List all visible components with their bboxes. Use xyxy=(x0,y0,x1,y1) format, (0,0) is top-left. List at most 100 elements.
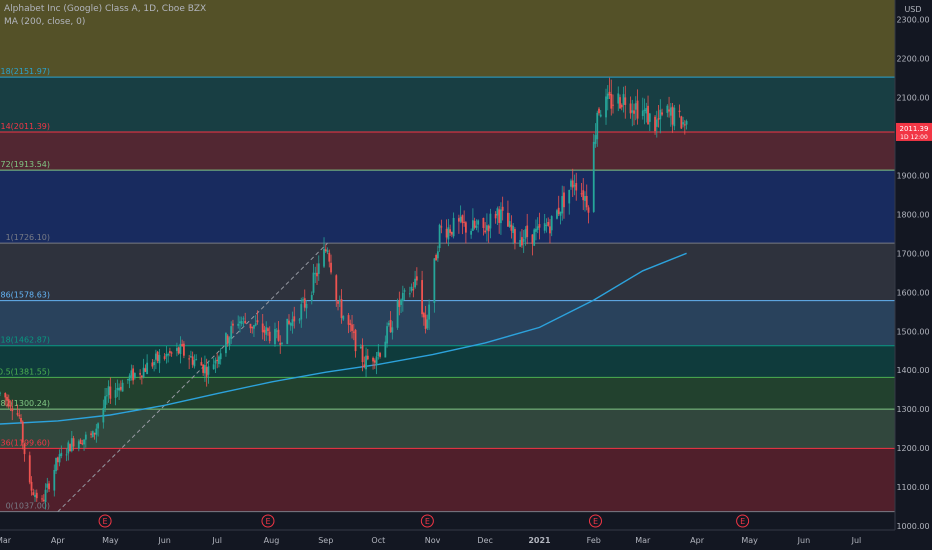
candle-body xyxy=(342,315,345,320)
price-axis[interactable]: USD 1000.00 1100.00 1200.00 1300.00 1400.00 15… xyxy=(894,0,932,550)
candle-body xyxy=(72,438,75,447)
candle-body xyxy=(219,353,222,360)
candle-body xyxy=(140,375,143,378)
candle-body xyxy=(379,353,381,357)
candle-body xyxy=(519,239,522,247)
candle-body xyxy=(256,320,259,323)
earnings-marker-3[interactable] xyxy=(588,514,602,528)
candle-body xyxy=(620,104,623,108)
candle-body xyxy=(216,359,219,362)
candle-body xyxy=(612,104,614,106)
earnings-marker-0[interactable] xyxy=(98,514,112,528)
candle-body xyxy=(436,251,439,259)
fib-level-label-4: 0.618(1462.87) xyxy=(0,336,50,345)
candle-body xyxy=(7,399,10,407)
candle-body xyxy=(95,428,98,435)
symbol-title-text: Alphabet Inc (Google) Class A, 1D, Cboe … xyxy=(4,4,207,14)
candle-body xyxy=(142,367,145,378)
candle-body xyxy=(685,121,688,125)
candle-body xyxy=(592,141,595,212)
candle-body xyxy=(421,280,424,315)
candle-body xyxy=(347,315,350,325)
candle-body xyxy=(510,224,513,231)
price-axis-bg xyxy=(895,0,932,550)
time-tick-4: Jul xyxy=(211,536,222,545)
candle-body xyxy=(163,356,166,359)
fib-zone-2 xyxy=(0,377,895,410)
candle-body xyxy=(228,337,231,346)
candle-body xyxy=(363,364,366,368)
symbol-title[interactable]: Alphabet Inc (Google) Class A, 1D, Cboe … xyxy=(4,4,206,14)
candle-body xyxy=(482,217,485,228)
earnings-marker-2[interactable] xyxy=(420,514,434,528)
candle-body xyxy=(531,234,534,244)
candle-body xyxy=(289,323,292,326)
candle-body xyxy=(559,211,562,216)
candle-body xyxy=(470,230,473,235)
candle-body xyxy=(500,209,502,224)
candle-body xyxy=(654,116,656,132)
candle-body xyxy=(599,114,602,117)
candle-body xyxy=(398,300,401,307)
candle-body xyxy=(190,356,192,358)
last-price-badge-price: 2011.39 xyxy=(900,125,929,133)
time-tick-0: Mar xyxy=(0,536,12,545)
earnings-marker-4[interactable] xyxy=(736,514,750,528)
indicator-legend[interactable]: MA (200, close, 0) xyxy=(4,17,85,27)
candle-body xyxy=(274,329,276,345)
candle-body xyxy=(571,180,574,188)
candle-body xyxy=(154,353,157,360)
candle-body xyxy=(132,368,135,381)
candle-body xyxy=(498,209,501,223)
candle-body xyxy=(261,323,264,333)
candle-body xyxy=(303,298,306,308)
candle-body xyxy=(484,230,487,233)
price-tick-0: 1000.00 xyxy=(896,522,929,531)
fib-level-label-9: 1.618(2151.97) xyxy=(0,67,50,76)
candle-body xyxy=(501,206,504,211)
candle-body xyxy=(291,319,294,327)
candle-body xyxy=(669,107,672,116)
candle-body xyxy=(486,225,488,231)
candle-body xyxy=(477,220,480,225)
candle-body xyxy=(202,364,205,373)
candle-body xyxy=(471,220,474,231)
candle-body xyxy=(293,316,296,322)
candlesticks xyxy=(0,77,688,510)
candle-body xyxy=(426,319,429,329)
candle-body xyxy=(35,492,38,499)
candle-body xyxy=(508,221,511,227)
candle-body xyxy=(205,367,208,377)
time-tick-7: Oct xyxy=(371,536,385,545)
candle-body xyxy=(647,105,649,125)
candle-body xyxy=(265,327,268,335)
trend-line xyxy=(57,242,328,513)
candle-body xyxy=(622,94,625,105)
candle-body xyxy=(643,109,646,111)
candle-body xyxy=(512,225,515,234)
candle-body xyxy=(655,119,658,127)
price-tick-9: 1900.00 xyxy=(896,171,929,180)
candle-body xyxy=(666,105,669,113)
candle-body xyxy=(70,438,73,452)
candle-body xyxy=(608,91,611,96)
time-tick-5: Aug xyxy=(264,536,280,545)
earnings-marker-label-2: E xyxy=(425,517,430,526)
time-tick-10: 2021 xyxy=(528,536,551,545)
candle-body xyxy=(428,304,431,320)
time-axis[interactable]: Mar Apr May Jun Jul Aug Sep Oct Nov Dec 2021 Feb Mar… xyxy=(0,529,932,550)
earnings-marker-1[interactable] xyxy=(261,514,275,528)
candle-body xyxy=(372,357,374,362)
candle-body xyxy=(102,407,105,423)
last-price-badge-time: 1D 12:00 xyxy=(900,134,928,141)
candle-body xyxy=(65,454,68,456)
candle-body xyxy=(340,299,343,318)
candle-body xyxy=(494,214,497,219)
candle-body xyxy=(415,276,418,281)
earnings-marker-label-0: E xyxy=(103,517,108,526)
candle-body xyxy=(116,387,119,391)
candle-body xyxy=(158,354,161,364)
